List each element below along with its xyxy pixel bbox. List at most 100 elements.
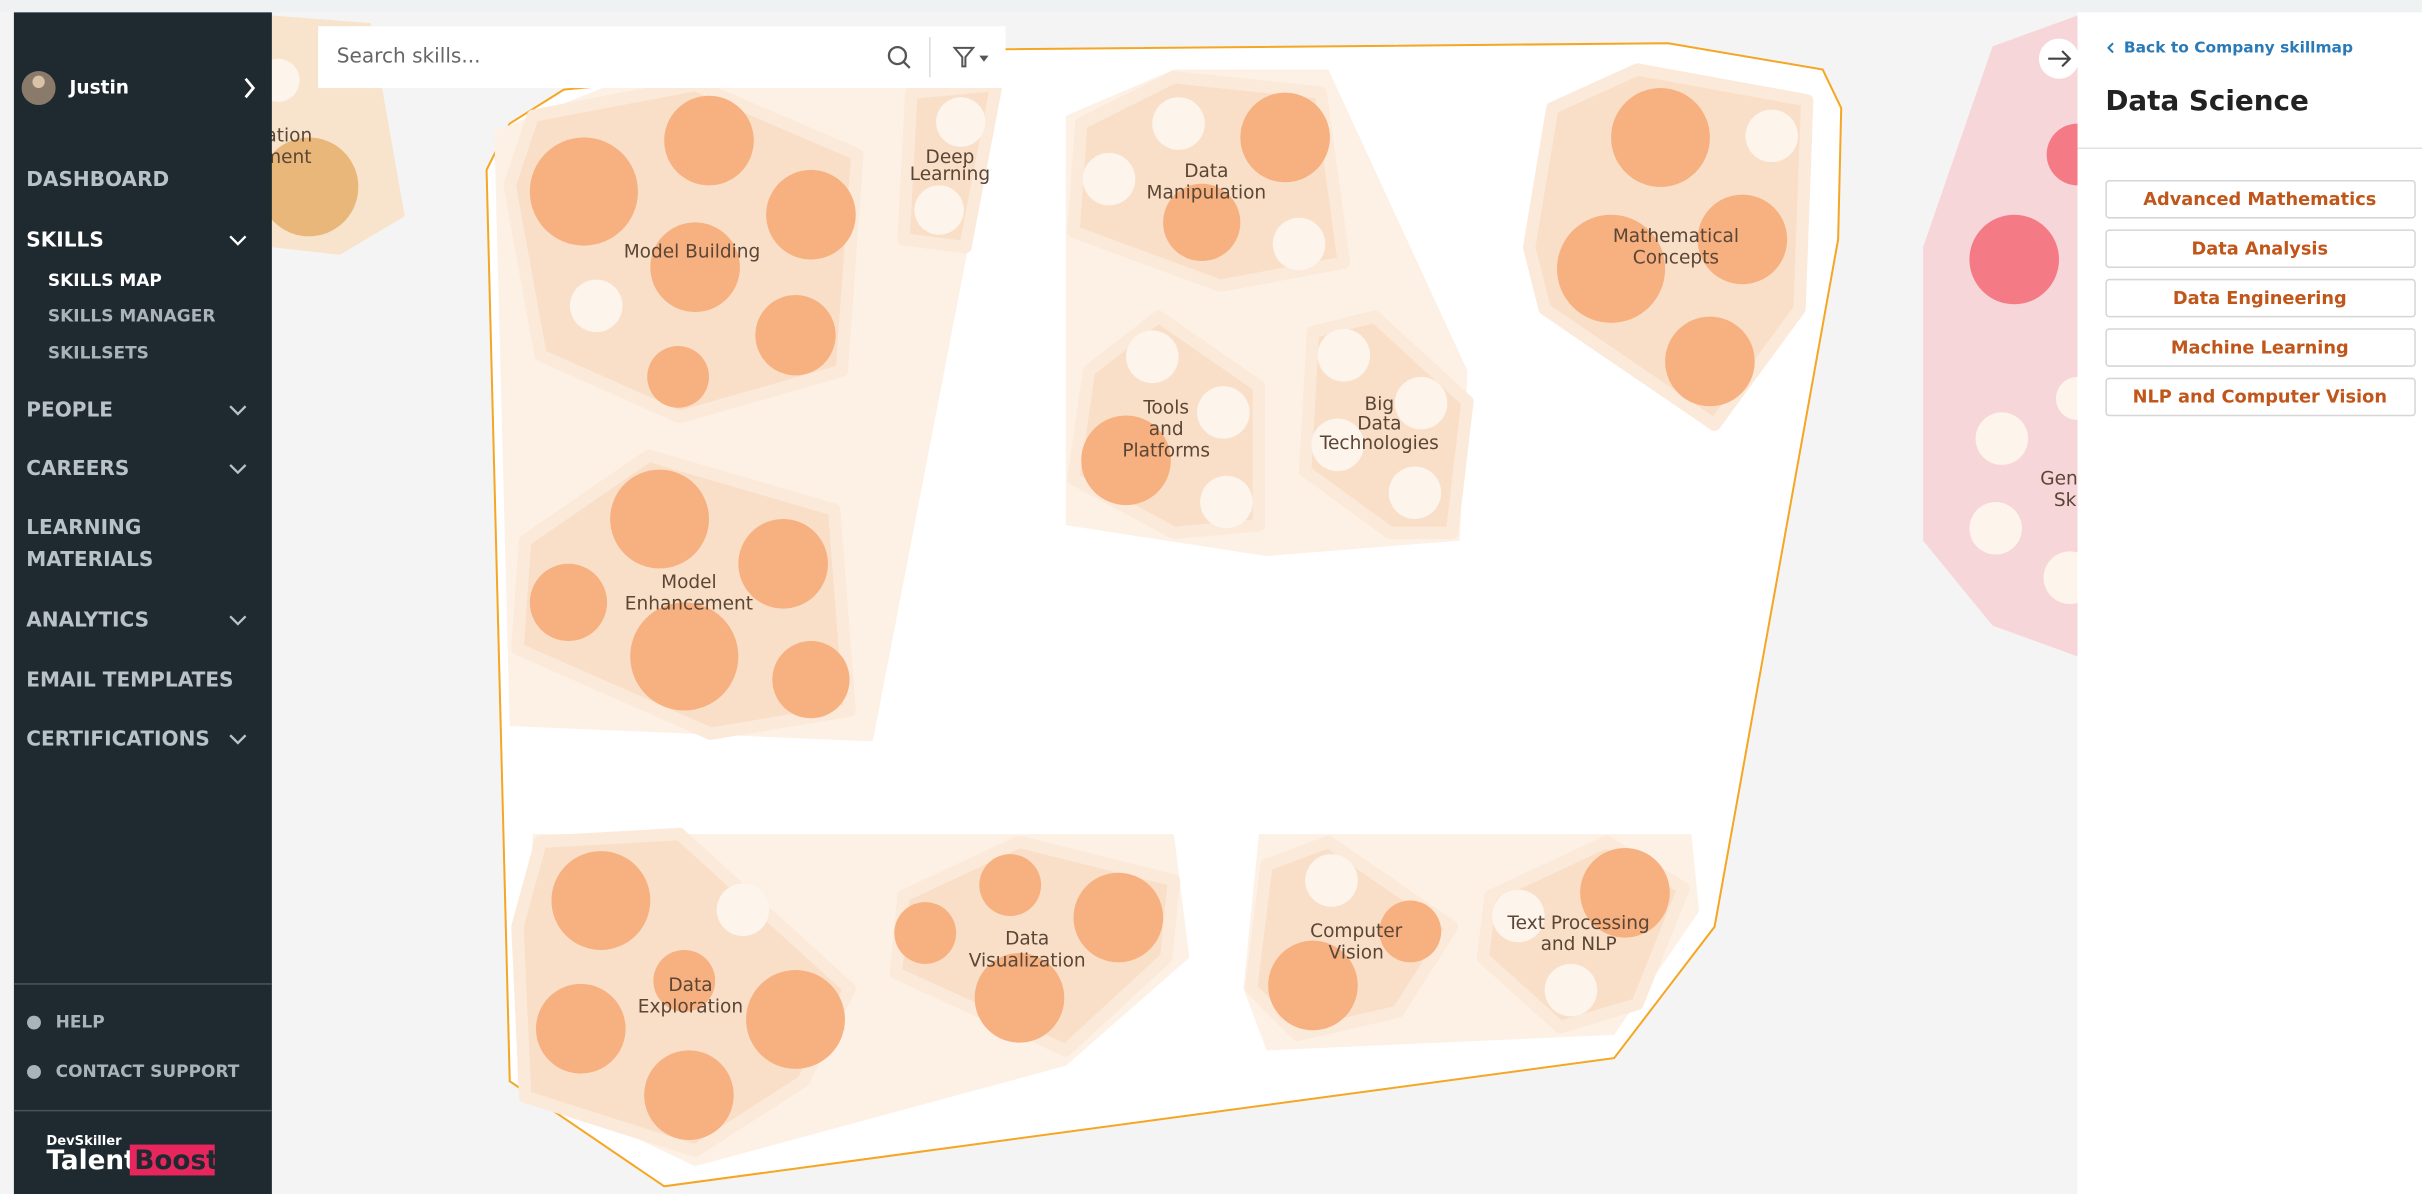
skill-bubble-empty[interactable] (1388, 466, 1442, 519)
cluster-label-partial: ment (263, 147, 311, 168)
skill-bubble-empty[interactable] (936, 97, 986, 147)
skill-bubble[interactable] (1268, 940, 1358, 1031)
skill-list-button[interactable] (2105, 377, 2416, 417)
contact-link[interactable]: CONTACT SUPPORT (56, 1062, 240, 1082)
user-chevron[interactable] (244, 77, 256, 99)
skill-bubble-empty[interactable] (1200, 475, 1253, 529)
skill-list-button[interactable] (2105, 278, 2416, 318)
skill-list-button[interactable] (2105, 229, 2416, 268)
skill-list-label[interactable]: NLP and Computer Vision (2133, 388, 2387, 408)
cluster-label: Data (668, 975, 712, 996)
skill-bubble-empty[interactable] (1272, 217, 1326, 271)
brand-left: Talent (46, 1146, 136, 1176)
cluster-label: Exploration (638, 997, 743, 1018)
search-placeholder[interactable]: Search skills... (337, 44, 481, 68)
skill-bubble[interactable] (529, 137, 638, 246)
skill-bubble-empty[interactable] (1197, 386, 1250, 439)
skill-list-button[interactable] (2105, 179, 2416, 219)
skill-bubble[interactable] (535, 983, 626, 1074)
skill-bubble[interactable] (1975, 412, 2029, 465)
cluster-label: Learning (910, 164, 990, 185)
cluster-label: Computer (1310, 921, 1402, 942)
cluster-label: Deep (926, 147, 975, 168)
skill-list-button[interactable] (2105, 328, 2416, 367)
skill-bubble[interactable] (1163, 183, 1241, 262)
cluster-label: and NLP (1541, 934, 1617, 955)
skill-bubble[interactable] (766, 169, 856, 260)
nav-item[interactable]: LEARNING (26, 515, 141, 539)
skill-bubble[interactable] (746, 970, 845, 1069)
user-name[interactable]: Justin (68, 78, 129, 99)
skill-bubble[interactable] (647, 345, 709, 408)
skill-bubble[interactable] (551, 851, 651, 950)
skill-bubble[interactable] (1556, 214, 1666, 323)
nav-item[interactable]: SKILLS (26, 227, 104, 251)
skill-bubble[interactable] (610, 469, 709, 569)
skill-bubble[interactable] (650, 222, 740, 313)
skill-bubble[interactable] (755, 295, 836, 376)
nav-item[interactable]: CERTIFICATIONS (26, 726, 210, 750)
skill-bubble[interactable] (1611, 88, 1710, 187)
sub-nav-item[interactable]: SKILLSETS (48, 344, 149, 364)
skill-bubble[interactable] (1697, 194, 1788, 285)
skill-bubble[interactable] (1081, 415, 1171, 506)
search-box[interactable] (318, 26, 1006, 89)
search-icon[interactable] (887, 45, 908, 66)
skill-bubble[interactable] (1240, 92, 1330, 183)
skill-list-label[interactable]: Machine Learning (2171, 338, 2349, 358)
skill-bubble[interactable] (1969, 502, 2022, 555)
skill-list-label[interactable]: Data Analysis (2192, 239, 2329, 259)
skill-bubble[interactable] (630, 602, 739, 711)
skill-bubble[interactable] (644, 1050, 734, 1140)
nav-item[interactable]: PEOPLE (26, 397, 113, 421)
skill-bubble[interactable] (1379, 900, 1442, 963)
skill-bubble-empty[interactable] (1317, 329, 1371, 382)
help-link[interactable]: HELP (56, 1013, 105, 1033)
skill-bubble-empty[interactable] (1492, 889, 1545, 943)
skill-bubble-empty[interactable] (1305, 854, 1358, 907)
skill-bubble[interactable] (259, 137, 359, 237)
skill-bubble[interactable] (974, 953, 1065, 1043)
nav-item[interactable]: MATERIALS (26, 547, 153, 571)
skill-bubble-empty[interactable] (1544, 963, 1598, 1017)
sub-nav-item[interactable]: SKILLS MAP (48, 271, 162, 291)
cluster-label-partial: ation (265, 125, 312, 146)
avatar-face (32, 75, 45, 89)
skill-bubble[interactable] (738, 518, 828, 609)
skill-bubble-empty[interactable] (1311, 418, 1364, 472)
nav-item[interactable]: CAREERS (26, 456, 129, 480)
skill-bubble-empty[interactable] (1126, 330, 1179, 384)
skill-bubble[interactable] (1580, 848, 1670, 938)
cluster-label: Technologies (1319, 433, 1439, 454)
skill-bubble[interactable] (1665, 316, 1755, 407)
skill-bubble-empty[interactable] (569, 279, 623, 333)
skill-bubble-empty[interactable] (1745, 109, 1798, 163)
skill-list-label[interactable]: Data Engineering (2173, 289, 2347, 309)
brand-badge (129, 1144, 215, 1176)
skill-bubble[interactable] (772, 641, 850, 719)
skill-bubble[interactable] (664, 95, 754, 186)
skill-bubble-empty[interactable] (1152, 97, 1205, 150)
sidebar (13, 12, 272, 1194)
back-link[interactable]: Back to Company skillmap (2124, 38, 2353, 56)
skill-list-label[interactable]: Advanced Mathematics (2143, 190, 2376, 210)
filter-icon[interactable] (952, 46, 976, 68)
nav-item[interactable]: DASHBOARD (26, 167, 169, 191)
nav-item[interactable]: EMAIL TEMPLATES (26, 668, 233, 692)
sub-nav-item[interactable]: SKILLS MANAGER (48, 307, 216, 327)
skill-bubble-empty[interactable] (914, 185, 964, 235)
skill-bubble[interactable] (529, 563, 608, 642)
skill-bubble[interactable] (653, 949, 716, 1012)
cluster-label: and (1149, 419, 1184, 440)
skill-bubble[interactable] (1073, 872, 1164, 963)
brand-top: DevSkiller (46, 1134, 122, 1149)
skill-bubble-empty[interactable] (1082, 152, 1136, 206)
skill-bubble-empty[interactable] (1394, 376, 1448, 430)
nav-item[interactable]: ANALYTICS (26, 607, 149, 631)
skill-bubble[interactable] (1969, 214, 2060, 305)
skill-bubble[interactable] (979, 854, 1042, 916)
skill-bubble-empty[interactable] (716, 883, 770, 937)
skill-bubble[interactable] (894, 902, 957, 964)
